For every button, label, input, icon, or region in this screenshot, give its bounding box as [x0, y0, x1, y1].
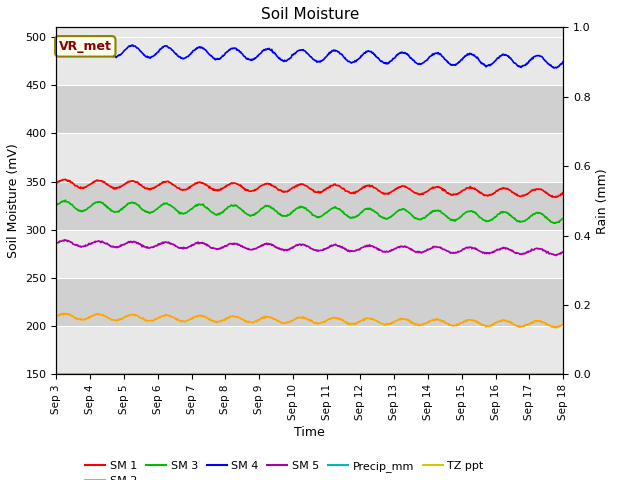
- Bar: [56, 133, 563, 181]
- Bar: [56, 181, 563, 230]
- Y-axis label: Soil Moisture (mV): Soil Moisture (mV): [7, 144, 20, 258]
- Y-axis label: Rain (mm): Rain (mm): [596, 168, 609, 234]
- Bar: [56, 37, 563, 85]
- Title: Soil Moisture: Soil Moisture: [260, 7, 359, 22]
- Text: VR_met: VR_met: [59, 40, 112, 53]
- Bar: [56, 230, 563, 278]
- Bar: [56, 278, 563, 326]
- Legend: SM 1, SM 2, SM 3, SM 4, SM 5, Precip_mm, TZ ppt: SM 1, SM 2, SM 3, SM 4, SM 5, Precip_mm,…: [81, 456, 488, 480]
- Bar: [56, 85, 563, 133]
- X-axis label: Time: Time: [294, 426, 325, 439]
- Bar: [56, 326, 563, 374]
